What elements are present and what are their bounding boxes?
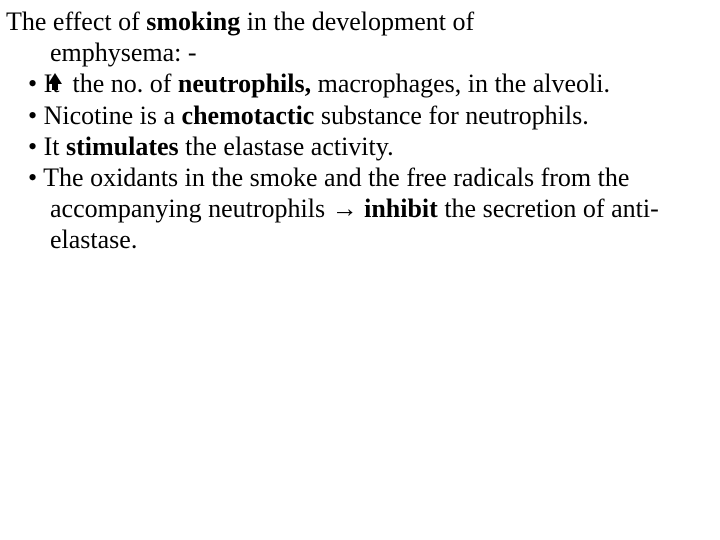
title-prefix: The effect of <box>6 7 146 36</box>
list-item: It stimulates the elastase activity. <box>6 131 710 162</box>
b3-p2: the elastase activity. <box>179 132 394 161</box>
b1-bold: neutrophils, <box>178 69 311 98</box>
b4-bold: inhibit <box>358 194 438 223</box>
title-bold: smoking <box>146 7 240 36</box>
title-mid: in the development of <box>240 7 474 36</box>
b1-p2: the no. of <box>66 69 178 98</box>
b3-p1: It <box>44 132 66 161</box>
b3-bold: stimulates <box>66 132 179 161</box>
slide-content: The effect of smoking in the development… <box>0 0 720 266</box>
b2-p2: substance for neutrophils. <box>314 101 588 130</box>
b1-p3: macrophages, in the alveoli. <box>311 69 610 98</box>
b2-bold: chemotactic <box>182 101 315 130</box>
title-line-1: The effect of smoking in the development… <box>6 6 710 37</box>
list-item: The oxidants in the smoke and the free r… <box>6 162 710 256</box>
right-arrow-icon: → <box>332 193 358 223</box>
list-item: It the no. of neutrophils, macrophages, … <box>6 68 710 99</box>
bullet-list: It the no. of neutrophils, macrophages, … <box>6 68 710 255</box>
list-item: Nicotine is a chemotactic substance for … <box>6 100 710 131</box>
b2-p1: Nicotine is a <box>44 101 182 130</box>
title-line-2: emphysema: - <box>50 37 710 68</box>
